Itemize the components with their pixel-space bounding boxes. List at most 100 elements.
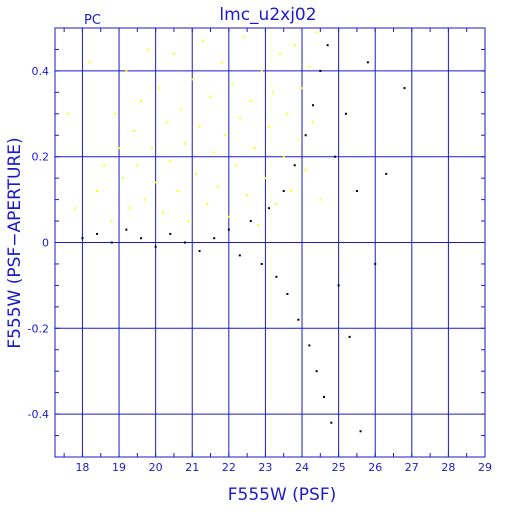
data-point: [403, 87, 406, 90]
data-point: [293, 44, 296, 47]
data-point: [110, 241, 113, 244]
data-point: [290, 190, 293, 193]
data-point: [355, 190, 358, 193]
data-point: [359, 430, 362, 433]
data-point: [312, 121, 314, 124]
corner-label: PC: [84, 13, 101, 28]
data-point: [191, 78, 194, 81]
data-point: [147, 48, 150, 51]
data-point: [319, 69, 322, 72]
x-tick-label: 19: [112, 461, 126, 474]
black-series: [81, 44, 406, 433]
data-point: [154, 181, 157, 184]
data-point: [297, 318, 300, 321]
data-point: [293, 164, 296, 167]
data-point: [315, 31, 318, 34]
data-point: [143, 198, 146, 201]
data-point: [209, 95, 212, 98]
chart-title: lmc_u2xj02: [219, 5, 316, 25]
axis-ticks: 18 19 20 21 22 23 24 25 26 27 28 29 -0.4 -0.2 0 0.2 0.4: [28, 27, 492, 474]
data-point: [330, 421, 333, 424]
x-tick-label: 25: [332, 461, 346, 474]
x-tick-label: 24: [295, 461, 309, 474]
data-point: [249, 99, 252, 102]
y-tick-label: 0: [42, 237, 49, 250]
data-point: [125, 69, 128, 72]
x-tick-label: 26: [368, 461, 382, 474]
data-point: [176, 190, 179, 193]
data-point: [74, 207, 77, 210]
y-tick-label: -0.2: [28, 322, 49, 335]
data-point: [260, 262, 263, 265]
data-point: [268, 207, 271, 210]
data-point: [216, 185, 219, 188]
data-point: [121, 177, 124, 180]
data-point: [129, 207, 132, 210]
x-tick-label: 22: [222, 461, 236, 474]
data-point: [169, 159, 172, 162]
data-point: [337, 284, 340, 287]
x-tick-label: 21: [185, 461, 199, 474]
data-point: [242, 35, 245, 38]
data-point: [136, 164, 139, 167]
data-point: [194, 172, 197, 175]
y-tick-label: -0.4: [28, 408, 49, 421]
data-point: [165, 121, 168, 124]
data-point: [249, 220, 252, 223]
data-point: [374, 262, 377, 265]
x-tick-label: 18: [75, 461, 89, 474]
data-point: [198, 250, 201, 253]
data-point: [172, 52, 175, 55]
data-point: [238, 254, 241, 257]
data-point: [187, 220, 190, 223]
data-point: [202, 39, 205, 42]
data-point: [275, 202, 278, 205]
data-point: [348, 335, 351, 338]
data-point: [213, 237, 216, 240]
data-point: [81, 237, 84, 240]
data-point: [253, 147, 256, 150]
data-point: [333, 155, 336, 158]
data-point: [344, 112, 347, 115]
data-point: [322, 395, 325, 398]
x-axis-label: F555W (PSF): [228, 485, 337, 505]
data-point: [238, 117, 241, 120]
data-point: [308, 344, 311, 347]
data-point: [140, 99, 142, 102]
data-point: [366, 61, 369, 64]
x-tick-label: 23: [258, 461, 272, 474]
y-axis-label: F555W (PSF−APERTURE): [5, 137, 25, 348]
data-point: [227, 228, 230, 231]
data-point: [220, 61, 223, 64]
data-point: [158, 87, 161, 90]
data-point: [180, 108, 183, 111]
data-point: [140, 237, 142, 240]
data-point: [385, 172, 388, 175]
data-point: [114, 112, 117, 115]
data-point: [198, 125, 201, 128]
data-point: [319, 198, 322, 201]
x-tick-label: 28: [441, 461, 455, 474]
data-point: [312, 104, 314, 107]
data-point: [227, 215, 230, 218]
data-point: [301, 87, 304, 90]
y-tick-label: 0.2: [32, 151, 50, 164]
data-point: [110, 220, 113, 223]
data-point: [326, 44, 329, 47]
data-point: [264, 177, 267, 180]
data-point: [118, 147, 121, 150]
data-point: [66, 112, 69, 115]
data-point: [88, 61, 91, 64]
data-point: [308, 65, 311, 68]
data-point: [315, 370, 318, 373]
y-tick-label: 0.4: [32, 65, 50, 78]
data-point: [125, 228, 128, 231]
grid-lines: [55, 28, 486, 457]
x-tick-label: 27: [405, 461, 419, 474]
data-point: [286, 292, 289, 295]
data-point: [297, 138, 300, 141]
data-point: [150, 147, 153, 150]
data-point: [103, 164, 106, 167]
data-point: [275, 275, 278, 278]
